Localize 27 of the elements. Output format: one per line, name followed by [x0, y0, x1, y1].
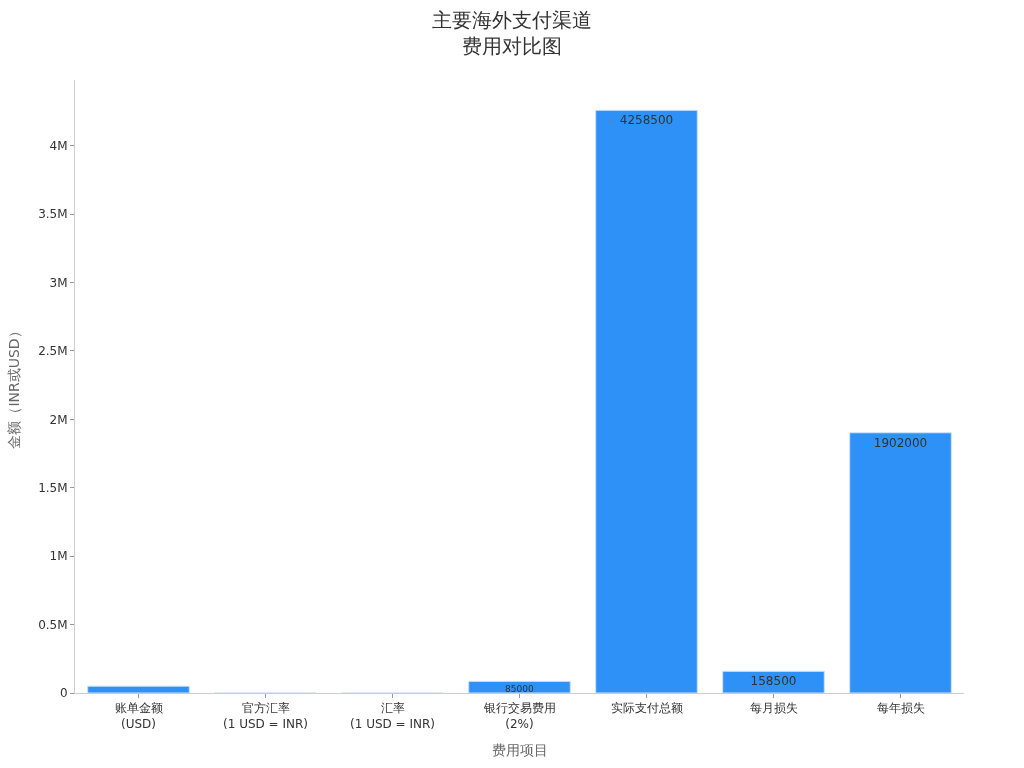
text: 主要海外支付渠道 [432, 7, 592, 32]
y-tick-label: 1.5M [38, 480, 68, 495]
data-label: 1902000 [873, 435, 928, 450]
x-tick-label: 官方汇率 (1 USD = INR) [223, 701, 308, 731]
x-axis-title: 费用项目 [491, 742, 548, 759]
bar [849, 432, 952, 693]
y-tick-label: 3.5M [38, 207, 68, 222]
y-tick-label: 0 [59, 686, 68, 701]
data-label: 4258500 [619, 113, 674, 128]
x-tick-label: 银行交易费用 (2%) [482, 701, 556, 731]
y-tick-label: 2M [49, 412, 68, 427]
data-label: 85000 [505, 684, 534, 695]
x-tick-label: 账单金额 (USD) [114, 701, 163, 731]
y-tick-label: 0.5M [38, 617, 68, 632]
y-axis-title: 金额（INR或USD） [5, 324, 22, 449]
y-tick-label: 3M [49, 275, 68, 290]
y-tick-label: 4M [49, 138, 68, 153]
x-tick-label: 每年损失 [876, 701, 925, 716]
data-label: 158500 [750, 674, 797, 689]
y-tick-label: 1M [49, 549, 68, 564]
x-tick-label: 每月损失 [749, 701, 798, 716]
text: 费用对比图 [462, 33, 562, 58]
y-tick-label: 2.5M [38, 344, 68, 359]
x-tick-label: 汇率 (1 USD = INR) [350, 701, 435, 731]
x-tick-label: 实际支付总额 [610, 701, 683, 716]
bar [87, 685, 190, 693]
bar [595, 109, 698, 693]
